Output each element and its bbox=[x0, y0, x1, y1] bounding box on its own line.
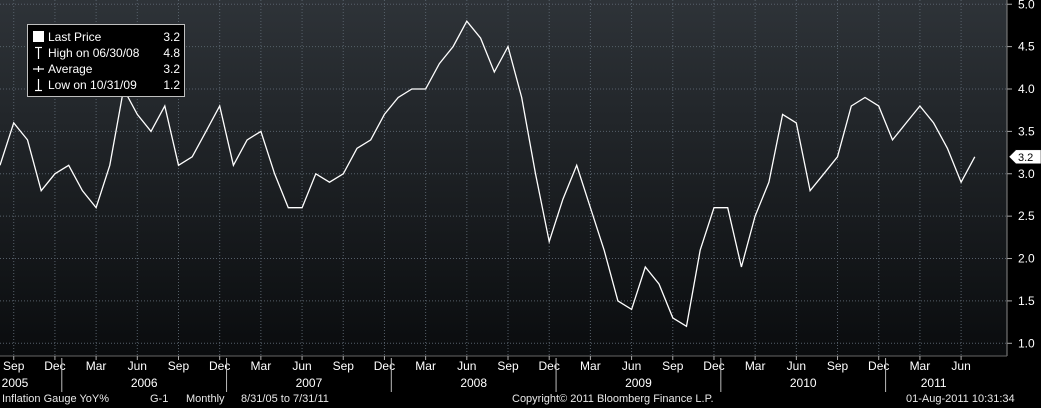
average-marker-icon bbox=[33, 66, 44, 72]
x-tick-label: Mar bbox=[910, 359, 931, 373]
x-tick-label: Dec bbox=[44, 359, 65, 373]
x-tick-label: Sep bbox=[3, 359, 25, 373]
x-tick-label: Sep bbox=[333, 359, 355, 373]
last-price-tag-label: 3.2 bbox=[1018, 152, 1033, 164]
legend-value-last-price: 3.2 bbox=[163, 30, 180, 44]
year-label: 2011 bbox=[921, 376, 947, 390]
x-tick-label: Dec bbox=[703, 359, 724, 373]
x-axis: Sep Dec Mar Jun Sep Dec Mar Jun Sep Dec Mar Jun Sep D… bbox=[0, 355, 1007, 392]
legend-row-average: Average 3.2 bbox=[28, 61, 186, 77]
year-label: 2010 bbox=[790, 376, 817, 390]
period: Monthly bbox=[186, 393, 225, 405]
y-tick-label: 2.0 bbox=[1018, 252, 1035, 266]
y-tick-label: 3.5 bbox=[1018, 124, 1035, 138]
x-tick-label: Mar bbox=[580, 359, 601, 373]
grid-lines bbox=[0, 0, 1007, 356]
x-tick-label: Jun bbox=[951, 359, 970, 373]
x-tick-label: Mar bbox=[415, 359, 436, 373]
legend-label-last-price: Last Price bbox=[48, 30, 102, 44]
copyright: Copyright© 2011 Bloomberg Finance L.P. bbox=[512, 393, 714, 405]
last-price-tag bbox=[1008, 149, 1041, 165]
x-tick-label: Sep bbox=[168, 359, 190, 373]
date-range: 8/31/05 to 7/31/11 bbox=[241, 393, 329, 405]
chart-footer: Inflation Gauge YoY% G-1 Monthly 8/31/05… bbox=[0, 392, 1041, 408]
x-tick-label: Sep bbox=[497, 359, 519, 373]
legend-box: Last Price 3.2 High on 06/30/08 4.8 Aver… bbox=[27, 24, 185, 97]
y-tick-label: 3.0 bbox=[1018, 167, 1035, 181]
x-tick-label: Sep bbox=[662, 359, 684, 373]
legend-value-high: 4.8 bbox=[163, 46, 180, 60]
x-tick-label: Dec bbox=[539, 359, 560, 373]
legend-label-high: High on 06/30/08 bbox=[48, 46, 140, 60]
x-tick-label: Jun bbox=[622, 359, 641, 373]
year-label: 2006 bbox=[131, 376, 158, 390]
y-tick-label: 2.5 bbox=[1018, 209, 1035, 223]
low-marker-icon bbox=[35, 79, 42, 92]
legend-value-average: 3.2 bbox=[163, 62, 180, 76]
legend-label-average: Average bbox=[48, 62, 93, 76]
chart-id: G-1 bbox=[150, 393, 169, 405]
legend-value-low: 1.2 bbox=[163, 78, 180, 92]
y-tick-label: 4.5 bbox=[1018, 40, 1035, 54]
x-tick-label: Jun bbox=[457, 359, 476, 373]
x-tick-label: Dec bbox=[374, 359, 395, 373]
last-price-tag-group: 3.2 bbox=[1008, 149, 1041, 165]
security-name: Inflation Gauge YoY% bbox=[2, 393, 110, 405]
year-label: 2008 bbox=[460, 376, 487, 390]
x-tick-label: Mar bbox=[745, 359, 766, 373]
y-tick-label: 5.0 bbox=[1018, 0, 1035, 11]
y-tick-label: 1.0 bbox=[1018, 336, 1035, 350]
legend-row-last-price: Last Price 3.2 bbox=[28, 29, 186, 45]
year-label: 2009 bbox=[625, 376, 652, 390]
x-tick-label: Jun bbox=[128, 359, 147, 373]
year-label: 2005 bbox=[2, 376, 29, 390]
x-tick-label: Mar bbox=[251, 359, 272, 373]
x-tick-label: Sep bbox=[827, 359, 849, 373]
y-axis-ticks: 5.0 4.5 4.0 3.5 3.0 2.5 2.0 1.5 1.0 bbox=[1006, 0, 1035, 356]
timestamp: 01-Aug-2011 10:31:34 bbox=[906, 393, 1015, 405]
x-tick-label: Dec bbox=[209, 359, 230, 373]
year-label: 2007 bbox=[296, 376, 323, 390]
legend-label-low: Low on 10/31/09 bbox=[48, 78, 137, 92]
high-marker-icon bbox=[35, 46, 42, 59]
x-tick-label: Jun bbox=[787, 359, 806, 373]
y-tick-label: 1.5 bbox=[1018, 294, 1035, 308]
x-tick-label: Dec bbox=[868, 359, 889, 373]
filled-square-icon bbox=[33, 31, 44, 42]
x-tick-label: Mar bbox=[86, 359, 107, 373]
legend-row-high: High on 06/30/08 4.8 bbox=[28, 45, 186, 61]
legend-row-low: Low on 10/31/09 1.2 bbox=[28, 77, 186, 93]
x-tick-label: Jun bbox=[292, 359, 311, 373]
series-line-inflation-gauge bbox=[0, 20, 976, 328]
y-tick-label: 4.0 bbox=[1018, 82, 1035, 96]
